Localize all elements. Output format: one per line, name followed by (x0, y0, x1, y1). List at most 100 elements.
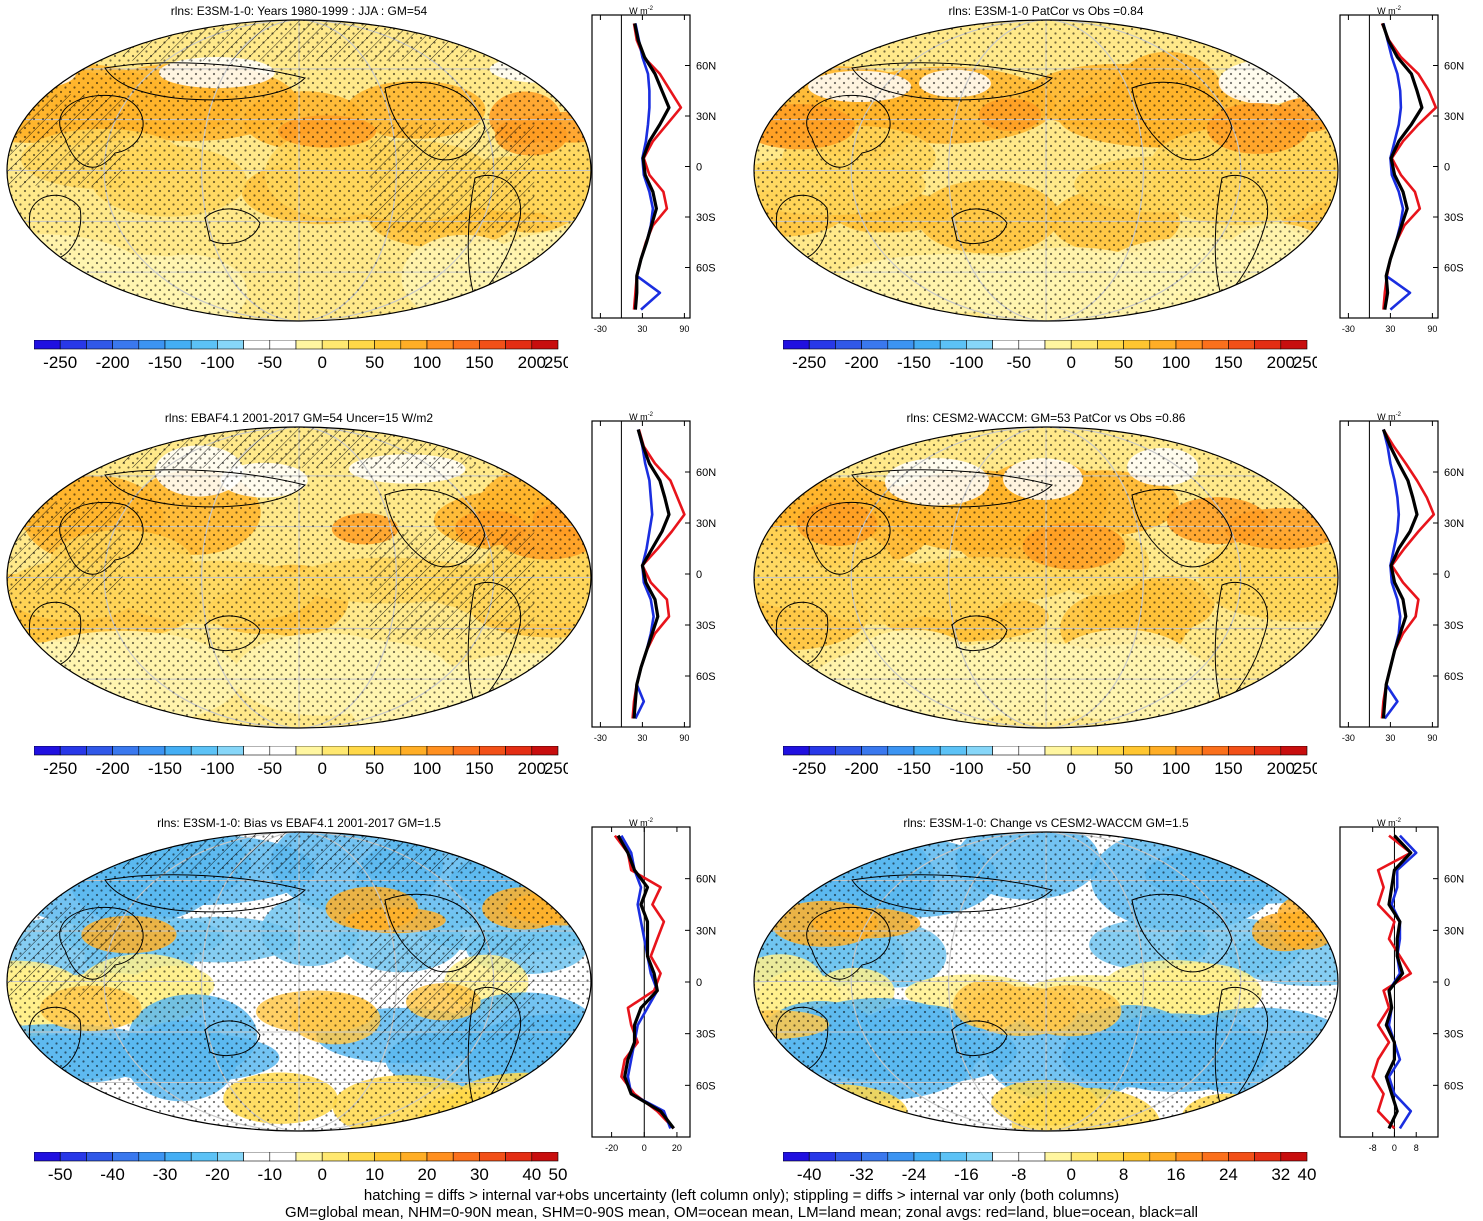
world-map (753, 19, 1339, 322)
colorbar-tick-label: 200 (1267, 759, 1295, 778)
profile-lat-tick: 60N (696, 467, 716, 479)
profile-lat-tick: 0 (696, 977, 702, 989)
colorbar-tick-label: 24 (1219, 1165, 1238, 1184)
colorbar-tick-label: -150 (897, 759, 931, 778)
profile-lat-tick: 60S (1444, 263, 1464, 275)
colorbar-tick-label: -10 (258, 1165, 283, 1184)
map-title: rlns: E3SM-1-0: Bias vs EBAF4.1 2001-201… (157, 816, 441, 830)
profile-lat-tick: 30S (696, 212, 716, 224)
colorbar-tick-label: -8 (1011, 1165, 1026, 1184)
colorbar-tick-label: 40 (522, 1165, 541, 1184)
profile-series-all (616, 834, 675, 1130)
colorbar-tick-label: -50 (258, 353, 283, 372)
colorbar-tick-label: 200 (518, 353, 546, 372)
colorbar-tick-label: 150 (1214, 759, 1242, 778)
profile-value-tick: 90 (679, 733, 689, 743)
profile-lat-tick: 60N (1444, 467, 1464, 479)
profile-value-tick: 30 (637, 324, 647, 334)
colorbar-tick-label: -100 (949, 759, 983, 778)
colorbar: -40 -32 -24 -16 -8 0 8 16 24 32 40 (783, 1152, 1316, 1184)
profile-lat-tick: 30S (1444, 1029, 1464, 1041)
colorbar-tick-label: 0 (1066, 353, 1075, 372)
colorbar-tick-label: 250 (544, 353, 568, 372)
profile-value-tick: -8 (1369, 1143, 1377, 1153)
colorbar-tick-label: -150 (148, 353, 182, 372)
colorbar: -50 -40 -30 -20 -10 0 10 20 30 40 50 (34, 1152, 568, 1184)
profile-lat-tick: 60S (696, 263, 716, 275)
zonal-mean-profile: W m-2 60N 30N 0 30S 60S -8 0 8 (1339, 818, 1464, 1153)
profile-unit-label: W m-2 (1377, 818, 1401, 828)
colorbar-tick-label: 50 (1114, 759, 1133, 778)
colorbar-tick-label: -200 (96, 759, 130, 778)
world-map (753, 426, 1339, 729)
colorbar-tick-label: -100 (200, 353, 234, 372)
colorbar-tick-label: 20 (418, 1165, 437, 1184)
colorbar-tick-label: -100 (949, 353, 983, 372)
colorbar-tick-label: 150 (1214, 353, 1242, 372)
colorbar-tick-label: -20 (205, 1165, 230, 1184)
profile-value-tick: -30 (1342, 324, 1355, 334)
profile-value-tick: 30 (1385, 733, 1395, 743)
colorbar-tick-label: 250 (1293, 759, 1317, 778)
colorbar-tick-label: 200 (1267, 353, 1295, 372)
colorbar-tick-label: 100 (413, 759, 441, 778)
profile-lat-tick: 60N (1444, 874, 1464, 886)
profile-lat-tick: 60S (696, 1080, 716, 1092)
profile-series-land (632, 23, 683, 310)
profile-lat-tick: 60S (696, 671, 716, 683)
world-map (6, 831, 592, 1132)
colorbar-tick-label: 0 (317, 353, 326, 372)
profile-value-tick: 90 (1427, 733, 1437, 743)
profile-lat-tick: 30S (696, 620, 716, 632)
colorbar-tick-label: -40 (100, 1165, 125, 1184)
colorbar-tick-label: 100 (1162, 353, 1190, 372)
profile-value-tick: 0 (1392, 1143, 1397, 1153)
zonal-mean-profile: W m-2 60N 30N 0 30S 60S -20 0 20 (591, 818, 716, 1153)
colorbar-tick-label: 50 (1114, 353, 1133, 372)
profile-value-tick: 30 (1385, 324, 1395, 334)
colorbar-tick-label: 8 (1119, 1165, 1128, 1184)
colorbar-tick-label: -24 (902, 1165, 927, 1184)
profile-series-all (1384, 834, 1413, 1130)
profile-series-ocean (620, 834, 672, 1129)
colorbar-tick-label: -250 (792, 759, 826, 778)
colorbar-tick-label: 10 (365, 1165, 384, 1184)
colorbar-tick-label: -100 (200, 759, 234, 778)
profile-value-tick: -30 (594, 324, 607, 334)
colorbar-tick-label: 30 (470, 1165, 489, 1184)
profile-series-all (1381, 22, 1424, 310)
profile-lat-tick: 30N (696, 111, 716, 123)
colorbar-tick-label: 50 (549, 1165, 568, 1184)
profile-lat-tick: 30N (696, 518, 716, 530)
colorbar-tick-label: 150 (465, 759, 493, 778)
profile-value-tick: -30 (1342, 733, 1355, 743)
colorbar-tick-label: 150 (465, 353, 493, 372)
profile-unit-label: W m-2 (1377, 6, 1401, 16)
profile-unit-label: W m-2 (1377, 412, 1401, 422)
world-map (6, 19, 592, 322)
profile-lat-tick: 60N (696, 874, 716, 886)
profile-lat-tick: 30N (1444, 518, 1464, 530)
map-title: rlns: E3SM-1-0: Change vs CESM2-WACCM GM… (903, 816, 1189, 830)
colorbar-tick-label: -250 (43, 353, 77, 372)
colorbar-tick-label: -30 (153, 1165, 178, 1184)
colorbar-tick-label: 16 (1167, 1165, 1186, 1184)
profile-value-tick: 8 (1414, 1143, 1419, 1153)
zonal-mean-profile: W m-2 60N 30N 0 30S 60S -30 30 90 (591, 412, 716, 743)
colorbar-tick-label: 50 (365, 353, 384, 372)
colorbar-tick-label: 250 (1293, 353, 1317, 372)
profile-lat-tick: 30S (1444, 212, 1464, 224)
profile-lat-tick: 60N (1444, 61, 1464, 73)
profile-value-tick: 90 (679, 324, 689, 334)
profile-lat-tick: 60S (1444, 1080, 1464, 1092)
profile-lat-tick: 0 (1444, 162, 1450, 174)
colorbar-tick-label: -250 (43, 759, 77, 778)
footnote-line-1: hatching = diffs > internal var+obs unce… (363, 1187, 1120, 1204)
footnote-line-2: GM=global mean, NHM=0-90N mean, SHM=0-90… (284, 1204, 1198, 1221)
colorbar-tick-label: 250 (544, 759, 568, 778)
zonal-mean-profile: W m-2 60N 30N 0 30S 60S -30 30 90 (1339, 6, 1464, 334)
world-map (6, 426, 592, 729)
map-title: rlns: E3SM-1-0 PatCor vs Obs =0.84 (948, 4, 1144, 18)
